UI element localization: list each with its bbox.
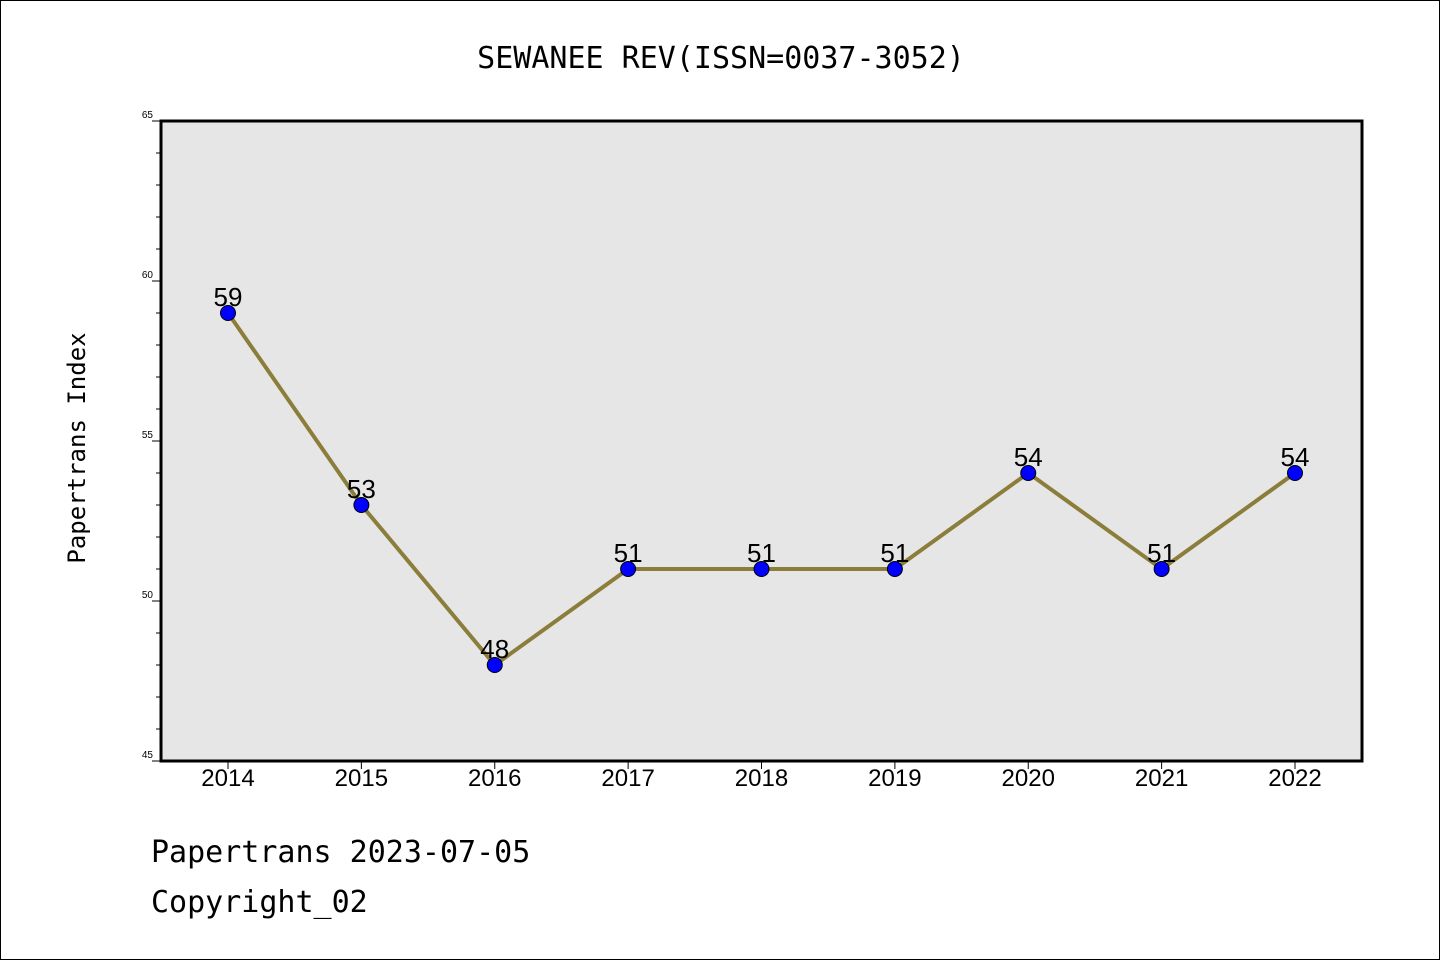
y-tick-label: 65 (142, 110, 154, 121)
data-point (353, 497, 370, 513)
data-point (753, 561, 770, 577)
data-point (1153, 561, 1170, 577)
data-label: 51 (880, 538, 909, 568)
data-label: 51 (1147, 538, 1176, 568)
x-tick-label: 2015 (335, 765, 388, 792)
x-tick-label: 2019 (868, 765, 921, 792)
x-tick-label: 2016 (468, 765, 521, 792)
series-layer: 59 53 48 51 51 51 54 51 54 (214, 282, 1310, 673)
data-point (886, 561, 903, 577)
data-label: 53 (347, 474, 376, 504)
data-point (620, 561, 637, 577)
y-axis-ticks: 45 50 55 60 65 (142, 110, 161, 762)
x-tick-label: 2017 (601, 765, 654, 792)
y-tick-label: 55 (142, 430, 154, 441)
data-label: 48 (480, 634, 509, 664)
data-label: 54 (1281, 442, 1310, 472)
y-tick-label: 45 (142, 750, 154, 761)
data-label: 59 (214, 282, 243, 312)
data-label: 51 (747, 538, 776, 568)
data-point (486, 657, 503, 673)
data-label: 51 (614, 538, 643, 568)
chart-title: SEWANEE REV(ISSN=0037-3052) (477, 41, 965, 76)
footer-copyright-text: Copyright_02 (151, 885, 368, 920)
plot-area (159, 119, 1364, 763)
footer-date-text: Papertrans 2023-07-05 (151, 835, 531, 870)
data-point (220, 305, 236, 321)
x-tick-label: 2021 (1135, 765, 1188, 792)
x-tick-label: 2020 (1002, 765, 1055, 792)
y-axis-label: Papertrans Index (63, 332, 91, 563)
data-point (1287, 465, 1303, 481)
y-tick-label: 60 (142, 270, 154, 281)
data-point (1020, 465, 1037, 481)
x-tick-label: 2018 (735, 765, 788, 792)
x-axis-ticks: 2014 2015 2016 2017 2018 2019 2020 2021 2022 (201, 761, 1322, 792)
x-tick-label: 2022 (1268, 765, 1321, 792)
x-tick-label: 2014 (201, 765, 254, 792)
data-label: 54 (1014, 442, 1043, 472)
y-tick-label: 50 (142, 590, 154, 601)
